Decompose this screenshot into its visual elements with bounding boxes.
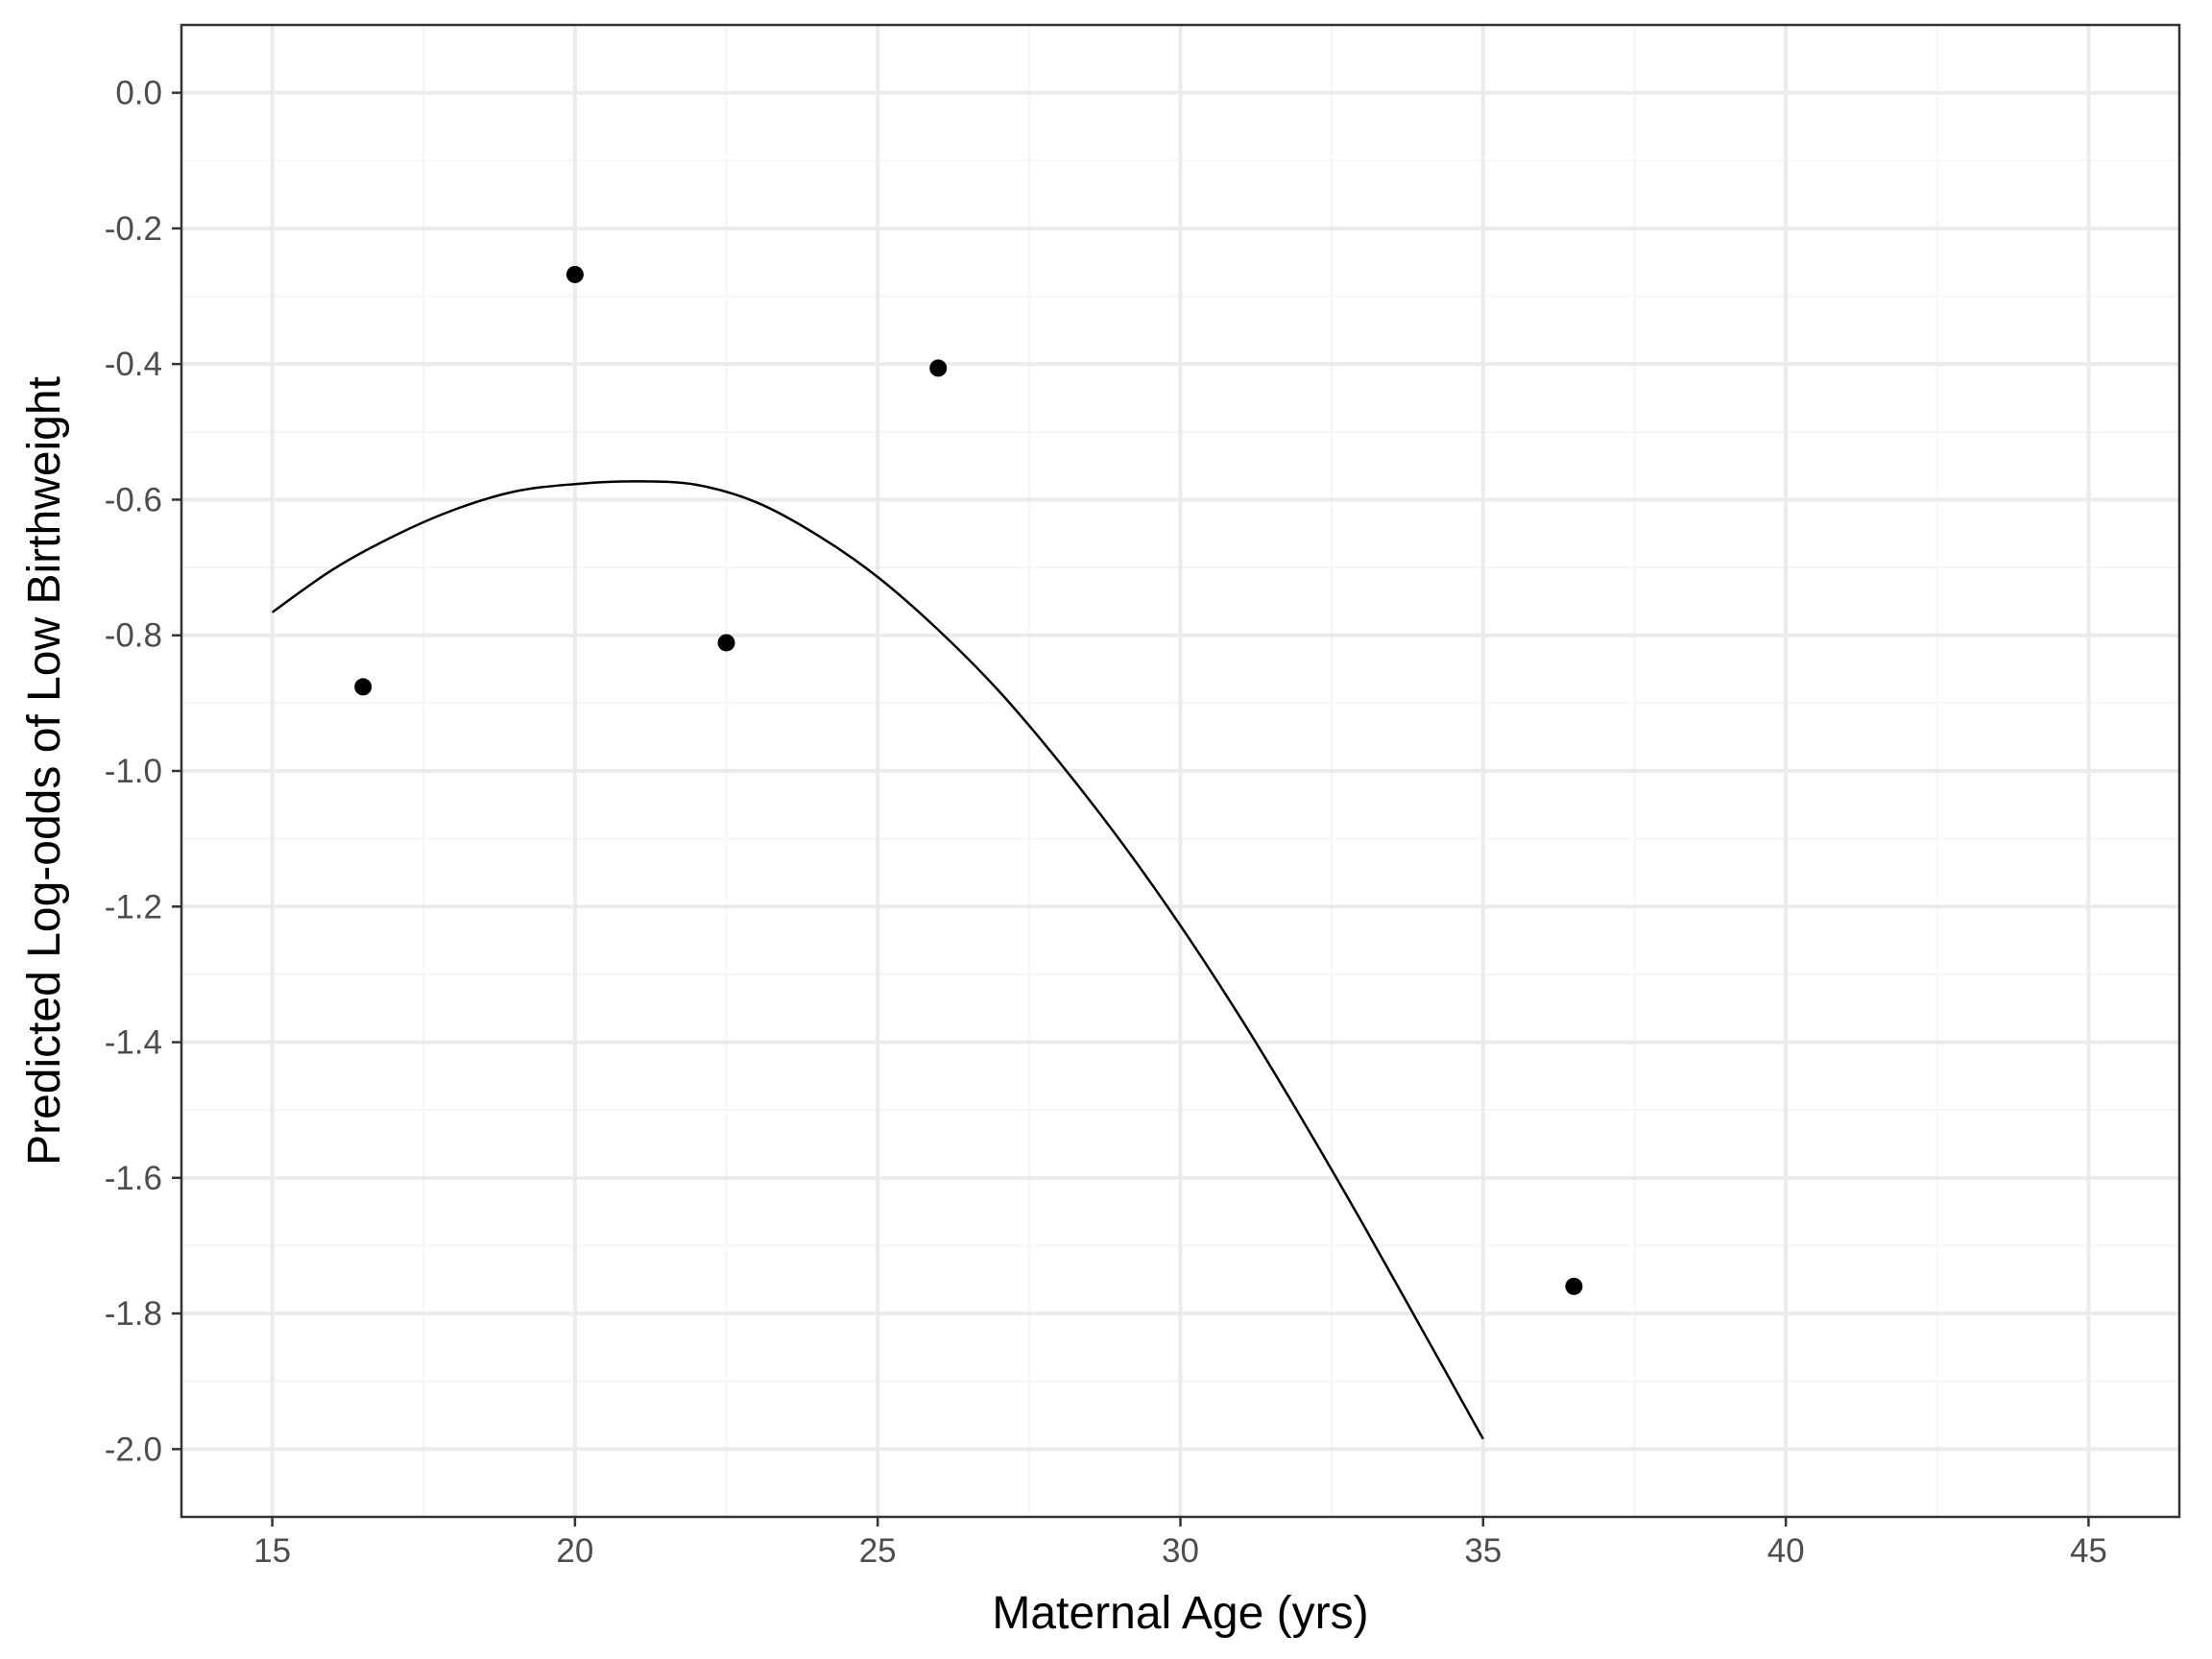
y-tick-label: -0.6 — [105, 481, 162, 518]
fitted-curve — [271, 480, 1484, 1440]
y-tick-label: -2.0 — [105, 1431, 162, 1468]
data-point — [1565, 1277, 1583, 1295]
x-tick-label: 30 — [1162, 1532, 1199, 1570]
x-axis-title: Maternal Age (yrs) — [992, 1588, 1368, 1639]
x-tick-label: 25 — [859, 1532, 897, 1570]
y-tick-label: 0.0 — [115, 75, 162, 112]
data-point — [565, 265, 584, 283]
x-tick-label: 40 — [1767, 1532, 1805, 1570]
x-tick-label: 15 — [253, 1532, 291, 1570]
grid-major — [181, 25, 2179, 1517]
data-point — [929, 359, 948, 377]
series — [271, 265, 1583, 1440]
x-tick-label: 45 — [2070, 1532, 2107, 1570]
x-tick-label: 20 — [556, 1532, 593, 1570]
y-tick-label: -1.0 — [105, 753, 162, 790]
data-point — [354, 678, 373, 696]
x-tick-label: 35 — [1464, 1532, 1502, 1570]
y-tick-label: -0.2 — [105, 210, 162, 248]
axes: 15 20 25 30 35 40 45 0.0 -0.2 -0.4 -0.6 -0.8 -1.0 -1.… — [105, 75, 2107, 1570]
data-point — [717, 634, 735, 652]
y-tick-label: -1.2 — [105, 888, 162, 926]
y-tick-label: -1.6 — [105, 1160, 162, 1197]
y-axis-title: Predicted Log-odds of Low Birthweight — [19, 376, 70, 1166]
y-tick-label: -1.4 — [105, 1024, 162, 1062]
y-tick-label: -0.4 — [105, 346, 162, 383]
y-tick-label: -0.8 — [105, 617, 162, 655]
y-tick-label: -1.8 — [105, 1295, 162, 1333]
